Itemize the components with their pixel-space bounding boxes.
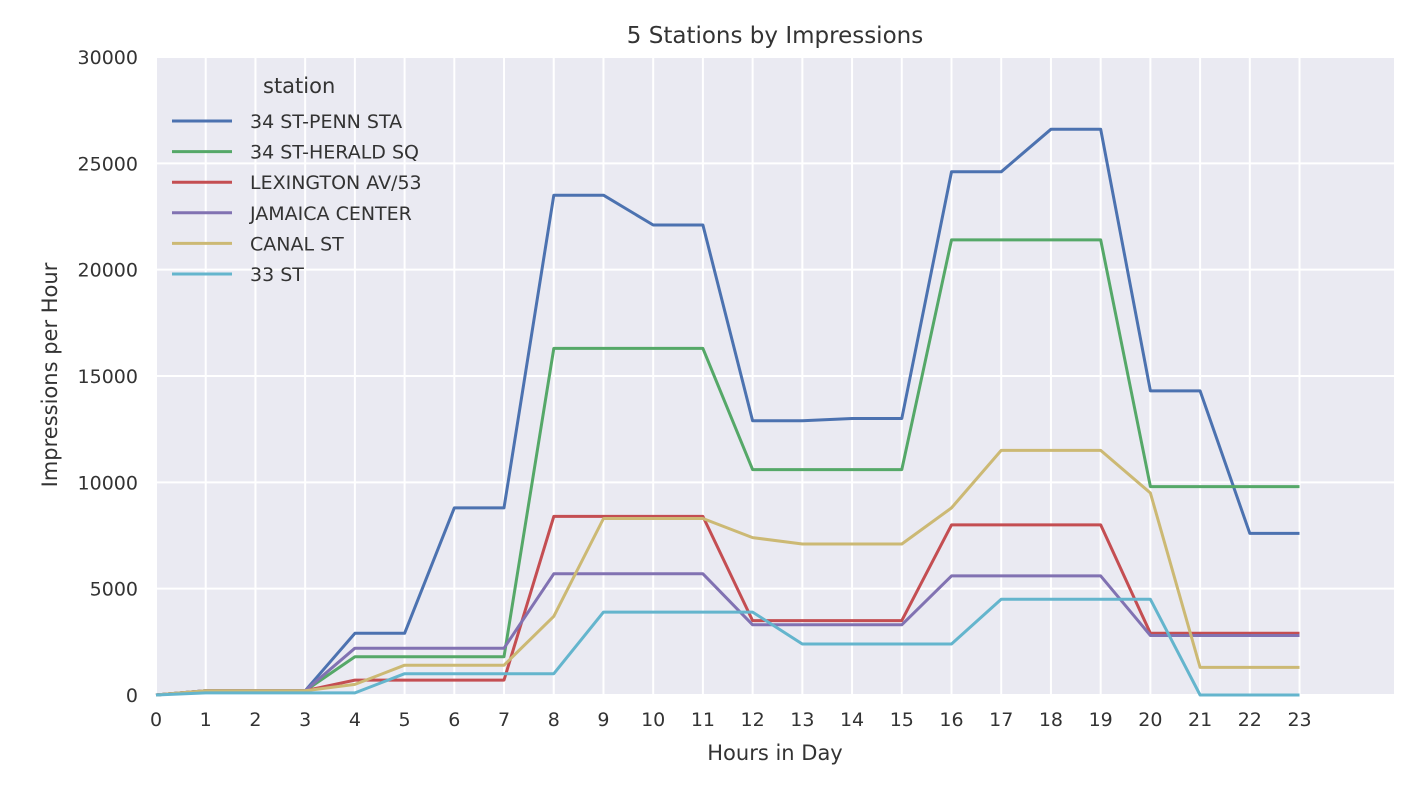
- x-tick-label: 2: [249, 709, 261, 731]
- x-tick-label: 8: [548, 709, 560, 731]
- x-tick-label: 4: [349, 709, 361, 731]
- y-tick-label: 20000: [78, 260, 138, 282]
- series-line: [155, 238, 1300, 697]
- series-line: [155, 514, 1300, 697]
- series-lines: [155, 127, 1300, 697]
- x-tick-label: 19: [1089, 709, 1113, 731]
- x-tick-label: 15: [890, 709, 914, 731]
- x-tick-label: 5: [399, 709, 411, 731]
- y-tick-label: 25000: [78, 153, 138, 175]
- legend-entry: JAMAICA CENTER: [249, 203, 412, 225]
- x-tick-label: 7: [498, 709, 510, 731]
- y-axis-label: Impressions per Hour: [38, 262, 62, 487]
- legend-entry: CANAL ST: [250, 233, 344, 255]
- x-tick-label: 16: [939, 709, 963, 731]
- series-line: [155, 572, 1300, 697]
- x-tick-label: 1: [200, 709, 212, 731]
- x-tick-labels: 0 1 2 3 4 5 6 7 8 9 10 11 12 13 14 15 16 17 18 19 20 21 22 23: [150, 709, 1312, 731]
- series-line: [155, 127, 1300, 697]
- y-tick-label: 15000: [78, 366, 138, 388]
- x-tick-label: 17: [989, 709, 1013, 731]
- y-tick-label: 5000: [90, 579, 138, 601]
- x-tick-label: 10: [641, 709, 665, 731]
- x-tick-label: 3: [299, 709, 311, 731]
- y-tick-label: 0: [126, 685, 138, 707]
- x-tick-label: 22: [1238, 709, 1262, 731]
- legend-entry: 34 ST-HERALD SQ: [250, 142, 419, 164]
- x-tick-label: 18: [1039, 709, 1063, 731]
- y-tick-label: 10000: [78, 472, 138, 494]
- x-tick-label: 6: [448, 709, 460, 731]
- x-tick-label: 14: [840, 709, 864, 731]
- x-tick-label: 0: [150, 709, 162, 731]
- chart-title: 5 Stations by Impressions: [627, 23, 923, 49]
- x-tick-label: 12: [741, 709, 765, 731]
- legend-entry: 33 ST: [250, 264, 304, 286]
- series-line: [155, 448, 1300, 697]
- x-tick-label: 23: [1287, 709, 1311, 731]
- x-tick-label: 9: [597, 709, 609, 731]
- x-axis-label: Hours in Day: [707, 741, 843, 765]
- x-tick-label: 13: [790, 709, 814, 731]
- y-tick-labels: 0 5000 10000 15000 20000 25000 30000: [78, 47, 138, 707]
- legend-entry: LEXINGTON AV/53: [250, 172, 422, 194]
- x-tick-label: 11: [691, 709, 715, 731]
- x-tick-label: 21: [1188, 709, 1212, 731]
- y-tick-label: 30000: [78, 47, 138, 69]
- legend-title: station: [263, 74, 335, 98]
- legend-entry: 34 ST-PENN STA: [250, 111, 402, 133]
- legend: station 34 ST-PENN STA 34 ST-HERALD SQ LEX…: [172, 74, 422, 286]
- series-line: [155, 597, 1300, 697]
- grid-lines: [155, 56, 1394, 696]
- x-tick-label: 20: [1138, 709, 1162, 731]
